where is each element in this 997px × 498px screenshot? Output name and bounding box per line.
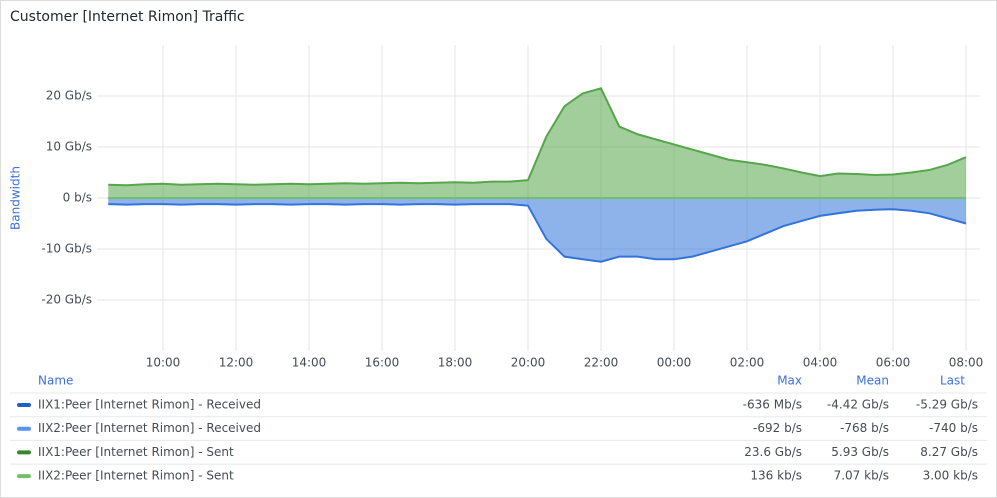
legend-stat: -636 Mb/s: [743, 398, 802, 412]
series-line: [108, 203, 967, 263]
x-tick-label: 08:00: [949, 356, 984, 370]
legend-header: Name: [38, 374, 73, 388]
legend-header: Mean: [856, 374, 889, 388]
x-tick-label: 00:00: [657, 356, 692, 370]
x-tick-label: 18:00: [438, 356, 473, 370]
y-tick-label: -20 Gb/s: [41, 293, 92, 307]
legend-name[interactable]: IIX2:Peer [Internet Rimon] - Sent: [38, 469, 234, 483]
x-tick-label: 04:00: [803, 356, 838, 370]
legend-stat: 7.07 kb/s: [834, 469, 889, 483]
legend-swatch: [17, 403, 31, 407]
legend-name[interactable]: IIX1:Peer [Internet Rimon] - Received: [38, 398, 261, 412]
legend-stat: 5.93 Gb/s: [831, 445, 889, 459]
legend-swatch: [17, 450, 31, 455]
y-tick-label: 10 Gb/s: [46, 140, 92, 154]
legend-header: Max: [777, 374, 802, 388]
plot-area: [97, 45, 980, 351]
legend-stat: -740 b/s: [929, 421, 978, 435]
x-tick-label: 02:00: [730, 356, 765, 370]
x-tick-label: 10:00: [146, 356, 181, 370]
legend-stat: 23.6 Gb/s: [744, 445, 802, 459]
x-tick-label: 12:00: [219, 356, 254, 370]
y-tick-label: -10 Gb/s: [41, 242, 92, 256]
series-line: [108, 87, 967, 187]
x-tick-label: 06:00: [876, 356, 911, 370]
legend-stat: -5.29 Gb/s: [916, 398, 978, 412]
legend-swatch: [17, 426, 31, 431]
area: [108, 198, 966, 262]
legend-name[interactable]: IIX1:Peer [Internet Rimon] - Sent: [38, 445, 234, 459]
y-tick-label: 0 b/s: [63, 191, 92, 205]
legend-header: Last: [940, 374, 965, 388]
legend-stat: -4.42 Gb/s: [827, 398, 889, 412]
x-tick-label: 14:00: [292, 356, 327, 370]
x-tick-label: 22:00: [584, 356, 619, 370]
legend-swatch: [17, 474, 31, 479]
area: [108, 88, 966, 198]
panel-title: Customer [Internet Rimon] Traffic: [10, 9, 245, 25]
legend-stat: -692 b/s: [753, 421, 802, 435]
legend-stat: 136 kb/s: [750, 469, 802, 483]
y-tick-label: 20 Gb/s: [46, 89, 92, 103]
legend-name[interactable]: IIX2:Peer [Internet Rimon] - Received: [38, 421, 261, 435]
legend-stat: 8.27 Gb/s: [920, 445, 978, 459]
y-axis-label: Bandwidth: [9, 166, 23, 230]
x-tick-label: 16:00: [365, 356, 400, 370]
legend-stat: -768 b/s: [840, 421, 889, 435]
x-tick-label: 20:00: [511, 356, 546, 370]
legend-stat: 3.00 kb/s: [923, 469, 978, 483]
